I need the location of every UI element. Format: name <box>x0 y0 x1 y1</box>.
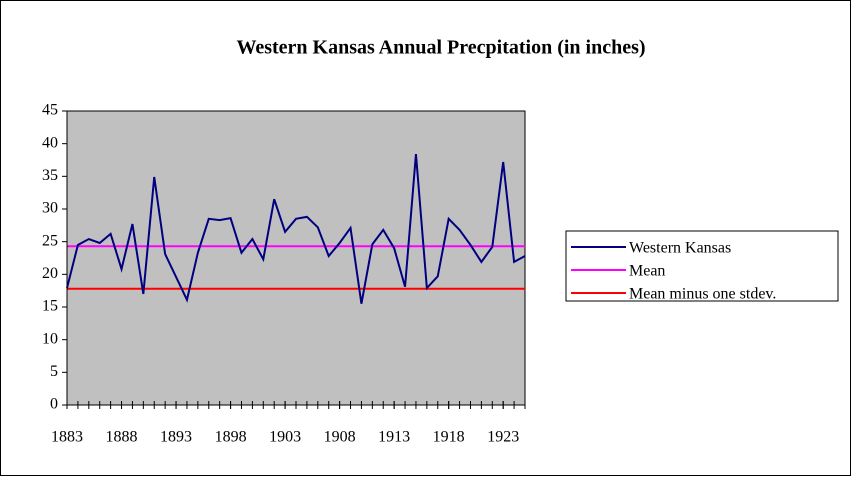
plot-area <box>66 110 526 406</box>
y-tick-label: 25 <box>42 232 58 249</box>
x-tick-label: 1908 <box>324 429 356 446</box>
y-tick-label: 45 <box>42 102 58 119</box>
legend-box <box>565 230 839 302</box>
y-tick-label: 30 <box>42 200 58 217</box>
y-tick-label: 10 <box>42 330 58 347</box>
x-tick-label: 1903 <box>269 429 301 446</box>
y-tick-label: 40 <box>42 134 58 151</box>
series-line <box>66 154 526 304</box>
y-tick-label: 5 <box>50 363 58 380</box>
y-tick-label: 35 <box>42 167 58 184</box>
legend-label: Western Kansas <box>629 240 731 257</box>
x-tick-label: 1913 <box>378 429 410 446</box>
x-tick-label: 1923 <box>487 429 519 446</box>
legend-label: Mean <box>629 263 665 280</box>
x-tick-label: 1918 <box>433 429 465 446</box>
x-tick-label: 1888 <box>106 429 138 446</box>
chart-title: Western Kansas Annual Precpitation (in i… <box>236 37 645 59</box>
x-tick-label: 1893 <box>160 429 192 446</box>
y-tick-label: 15 <box>42 298 58 315</box>
y-tick-label: 0 <box>50 396 58 413</box>
x-tick-label: 1898 <box>215 429 247 446</box>
legend-label: Mean minus one stdev. <box>629 286 776 303</box>
x-tick-label: 1883 <box>51 429 83 446</box>
y-tick-label: 20 <box>42 265 58 282</box>
